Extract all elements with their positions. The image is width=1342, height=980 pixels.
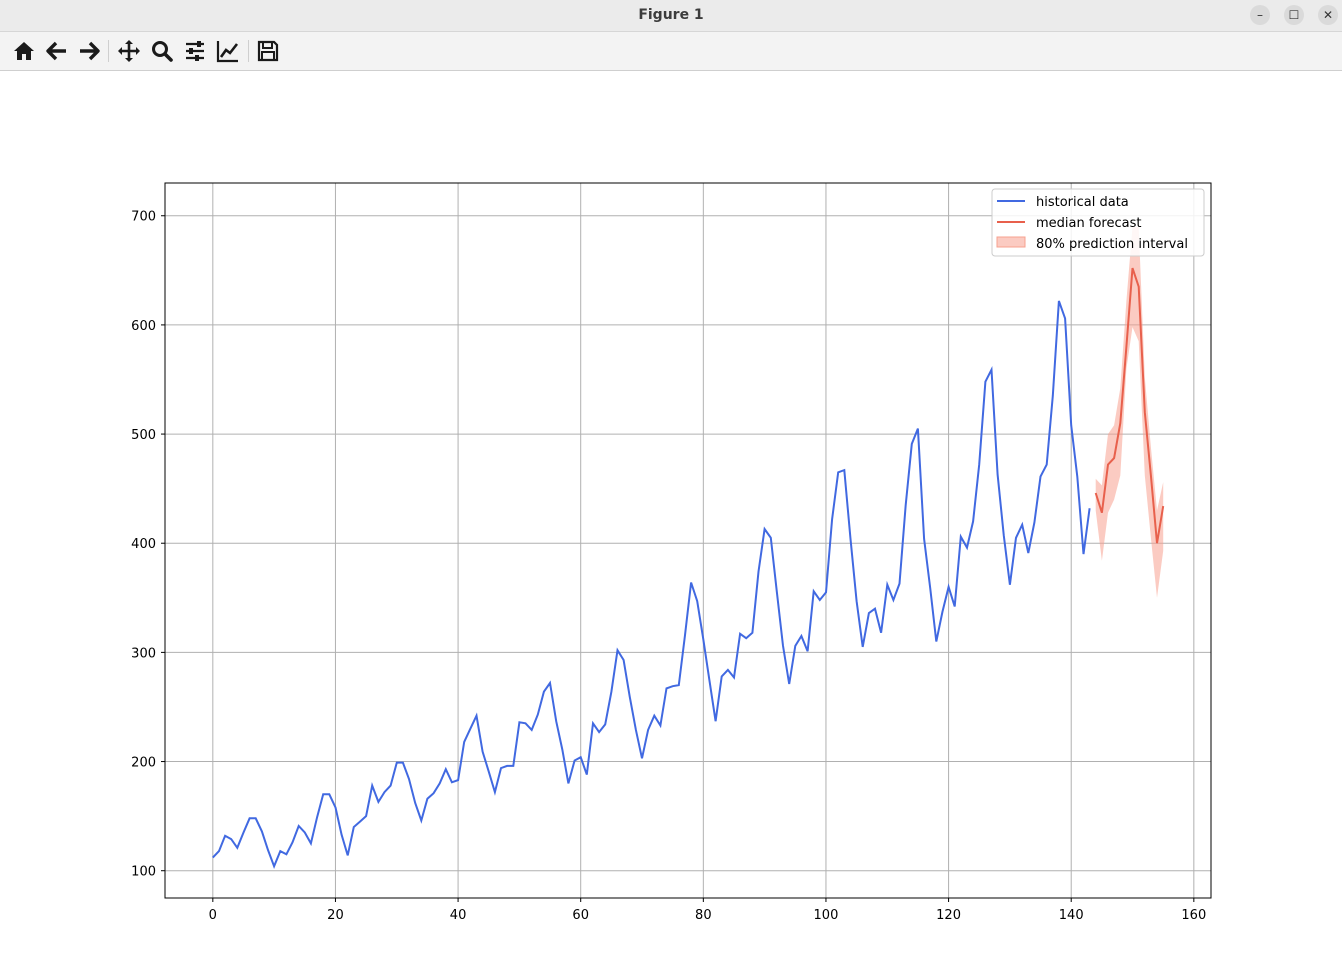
toolbar [0,32,1342,71]
legend-box [991,188,1205,257]
x-tick-label: 100 [814,908,839,923]
x-tick-label: 160 [1181,908,1206,923]
y-tick-label: 500 [131,428,156,443]
grid-lines [165,183,1211,898]
forward-arrow-icon [80,41,100,61]
y-tick-label: 300 [131,646,156,661]
pan-button[interactable] [114,36,144,66]
edit-axis-button[interactable] [213,36,243,66]
historical-data-line [212,300,1091,870]
zoom-magnifier-icon [152,41,173,62]
configure-subplots-button[interactable] [180,36,210,66]
legend-historical-label: historical data [1036,195,1129,210]
save-floppy-icon [257,40,279,62]
zoom-button[interactable] [147,36,177,66]
window-title: Figure 1 [638,7,704,23]
x-tick-label: 40 [450,908,467,923]
configure-subplots-icon [186,41,204,61]
toolbar-separator [248,40,249,62]
legend-interval-swatch [996,236,1026,248]
maximize-button[interactable]: ☐ [1284,5,1304,25]
axes-frame [164,182,1212,899]
chart-canvas: 0 20 40 60 80 100 120 140 160 100 200 300 400 500 600 7… [0,71,1342,980]
x-tick-label: 80 [695,908,712,923]
minimize-button[interactable]: – [1250,5,1270,25]
y-tick-label: 600 [131,319,156,334]
pan-move-icon [118,40,140,62]
back-button[interactable] [42,36,72,66]
edit-axis-icon [216,41,239,63]
x-tick-label: 0 [209,908,217,923]
x-tick-label: 60 [572,908,589,923]
toolbar-separator [108,40,109,62]
y-tick-label: 200 [131,756,156,771]
window-titlebar: Figure 1 – ☐ ✕ [0,0,1342,32]
x-tick-label: 20 [327,908,344,923]
legend-interval-label: 80% prediction interval [1036,237,1188,252]
y-tick-label: 100 [131,865,156,880]
axis-ticks: 0 20 40 60 80 100 120 140 160 100 200 300 400 500 600 7… [131,210,1206,923]
y-tick-label: 400 [131,537,156,552]
y-tick-label: 700 [131,210,156,225]
back-arrow-icon [46,41,66,61]
close-button[interactable]: ✕ [1318,5,1338,25]
legend: historical data median forecast 80% pred… [991,188,1205,257]
home-button[interactable] [9,36,39,66]
median-forecast-line [1094,267,1165,544]
x-tick-label: 140 [1059,908,1084,923]
home-icon [14,42,34,60]
save-button[interactable] [253,36,283,66]
legend-median-label: median forecast [1036,216,1141,231]
forward-button[interactable] [74,36,104,66]
x-tick-label: 120 [936,908,961,923]
